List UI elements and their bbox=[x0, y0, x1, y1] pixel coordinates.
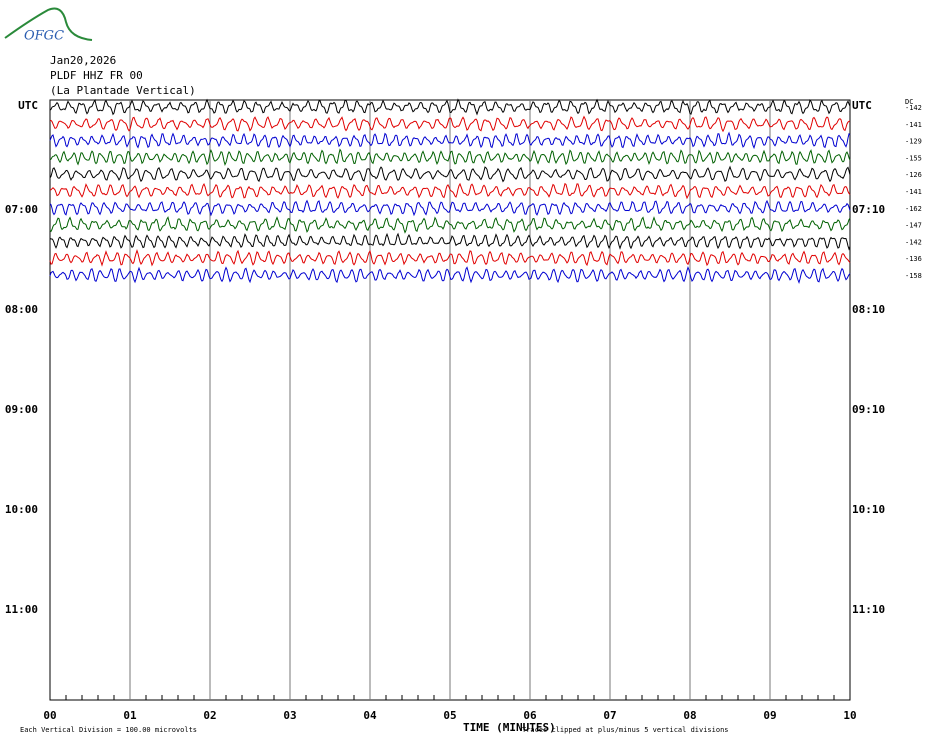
dc-offset: -158 bbox=[905, 272, 922, 280]
x-tick-label: 05 bbox=[443, 709, 456, 722]
right-label: 09:10 bbox=[852, 403, 885, 416]
x-tick-label: 03 bbox=[283, 709, 296, 722]
dc-title: DC bbox=[905, 98, 913, 106]
x-tick-label: 08 bbox=[683, 709, 696, 722]
footer-scale: Each Vertical Division = 100.00 microvol… bbox=[20, 726, 197, 734]
seismic-trace bbox=[49, 148, 851, 167]
dc-offset: -147 bbox=[905, 222, 922, 230]
seismic-trace bbox=[49, 182, 851, 200]
seismic-trace bbox=[49, 199, 851, 217]
header-location: (La Plantade Vertical) bbox=[50, 84, 196, 97]
seismic-trace bbox=[49, 216, 851, 234]
dc-offset: -129 bbox=[905, 138, 922, 146]
left-label: 07:00 bbox=[5, 203, 38, 216]
logo-curve bbox=[4, 7, 93, 41]
x-tick-label: 00 bbox=[43, 709, 56, 722]
left-label: 09:00 bbox=[5, 403, 38, 416]
x-tick-label: 07 bbox=[603, 709, 616, 722]
logo: OFGC bbox=[24, 29, 64, 44]
footer-clip: Traces clipped at plus/minus 5 vertical … bbox=[522, 726, 729, 734]
right-label: 08:10 bbox=[852, 303, 885, 316]
dc-offset: -136 bbox=[905, 255, 922, 263]
right-label: 07:10 bbox=[852, 203, 885, 216]
x-tick-label: 09 bbox=[763, 709, 776, 722]
right-label: 10:10 bbox=[852, 503, 885, 516]
seismic-trace bbox=[49, 249, 851, 267]
dc-offset: -162 bbox=[905, 205, 922, 213]
x-tick-label: 04 bbox=[363, 709, 377, 722]
seismic-trace bbox=[49, 266, 851, 285]
seismic-trace bbox=[49, 115, 851, 133]
dc-offset: -141 bbox=[905, 188, 922, 196]
left-label: UTC bbox=[18, 99, 38, 112]
right-label: 11:10 bbox=[852, 603, 885, 616]
right-label: UTC bbox=[852, 99, 872, 112]
header-station: PLDF HHZ FR 00 bbox=[50, 69, 143, 82]
left-label: 11:00 bbox=[5, 603, 38, 616]
x-label: TIME (MINUTES) bbox=[463, 721, 556, 734]
dc-offset: -141 bbox=[905, 121, 922, 129]
left-label: 08:00 bbox=[5, 303, 38, 316]
seismic-trace bbox=[49, 131, 851, 150]
header-date: Jan20,2026 bbox=[50, 54, 116, 67]
x-tick-label: 06 bbox=[523, 709, 537, 722]
x-tick-label: 02 bbox=[203, 709, 216, 722]
dc-offset: -142 bbox=[905, 238, 922, 246]
dc-offset: -126 bbox=[905, 171, 922, 179]
seismic-trace bbox=[49, 98, 851, 116]
x-tick-label: 01 bbox=[123, 709, 137, 722]
left-label: 10:00 bbox=[5, 503, 38, 516]
dc-offset: -142 bbox=[905, 104, 922, 112]
x-tick-label: 10 bbox=[843, 709, 856, 722]
dc-offset: -155 bbox=[905, 154, 922, 162]
seismic-trace bbox=[49, 165, 851, 183]
seismic-trace bbox=[49, 232, 851, 251]
